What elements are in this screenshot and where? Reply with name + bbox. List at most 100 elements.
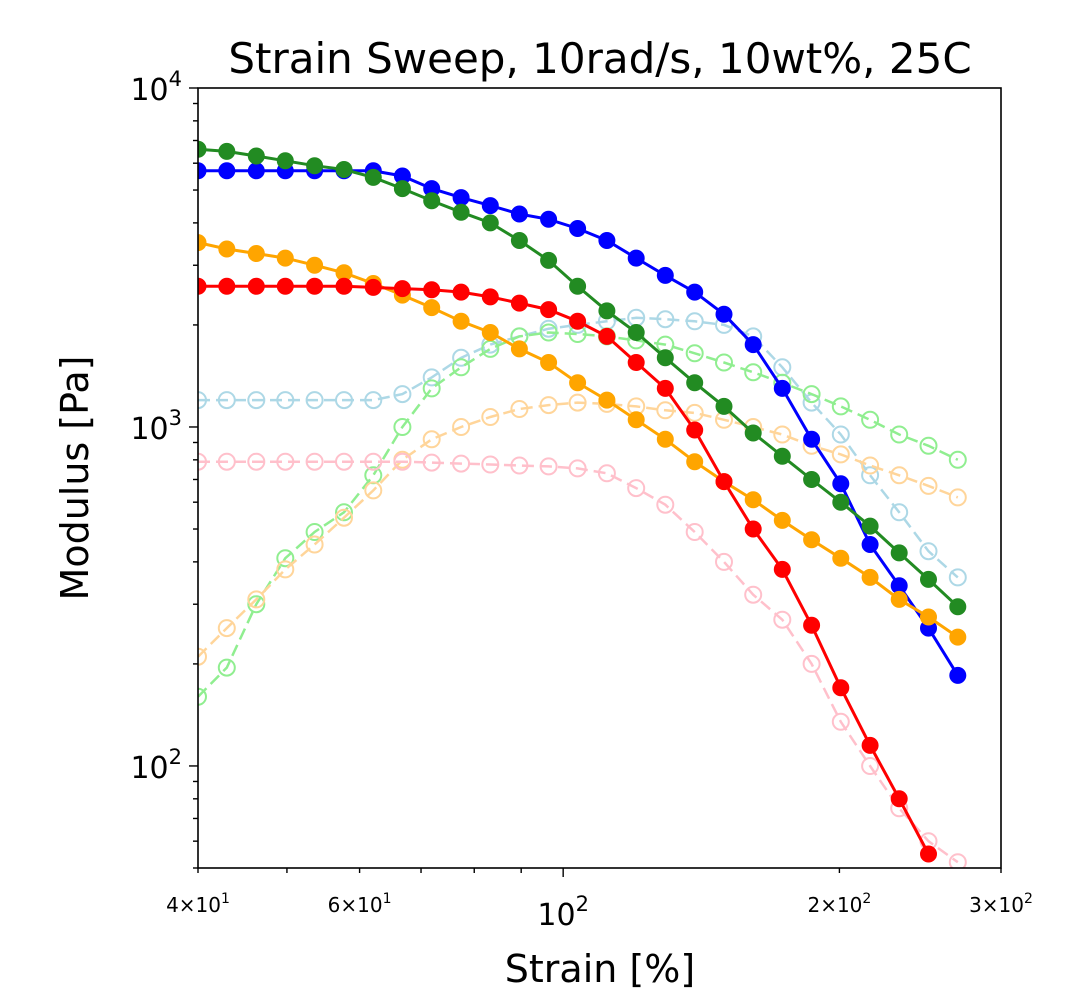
series-6-point xyxy=(276,560,295,579)
series-1-point xyxy=(481,214,499,232)
series-6-point xyxy=(217,619,236,638)
series-5-point xyxy=(715,353,733,372)
series-6-point xyxy=(422,430,441,449)
series-7-point xyxy=(773,610,792,629)
series-2-point xyxy=(569,374,587,392)
series-4-point xyxy=(422,368,441,387)
series-5-point xyxy=(948,450,967,469)
series-2-point xyxy=(949,628,967,646)
series-6-point xyxy=(198,647,207,666)
series-3 xyxy=(198,277,937,863)
ticks-layer: 4×101 6×101 102 2×102 3×102 102 103 104 xyxy=(130,67,1032,933)
series-3-point xyxy=(481,288,499,306)
series-2-point xyxy=(598,391,616,409)
series-6-point xyxy=(305,535,324,554)
series-7-point xyxy=(198,452,207,471)
series-1-point xyxy=(452,203,470,221)
series-7-point xyxy=(744,585,763,604)
series-4-point xyxy=(452,348,471,367)
series-1-point xyxy=(510,232,528,249)
series-2-point xyxy=(656,430,674,448)
series-2-point xyxy=(773,511,791,529)
series-1-point xyxy=(569,277,587,295)
series-2-point xyxy=(452,312,470,330)
series-6-point xyxy=(335,508,353,527)
series-6-point xyxy=(656,401,675,420)
series-2-point xyxy=(247,245,265,262)
series-2-point xyxy=(803,531,821,549)
series-2-point xyxy=(686,453,704,471)
series-1-point xyxy=(540,251,558,269)
series-1-point xyxy=(920,570,937,588)
series-4-point xyxy=(198,391,207,410)
series-4-point xyxy=(656,310,675,329)
chart-title: Strain Sweep, 10rad/s, 10wt%, 25C xyxy=(228,34,971,83)
series-7-point xyxy=(217,452,236,471)
series-7-point xyxy=(715,552,733,571)
series-3-point xyxy=(773,560,791,578)
x-tick-label: 6×101 xyxy=(328,891,392,917)
series-2-point xyxy=(510,340,528,358)
series-5-point xyxy=(305,523,324,541)
series-6-point xyxy=(452,418,471,436)
series-2-point xyxy=(306,256,324,274)
series-1-point xyxy=(803,471,821,488)
x-tick-label: 102 xyxy=(537,892,589,933)
plot-frame xyxy=(197,87,1002,869)
series-2-point xyxy=(890,590,908,608)
series-3-point xyxy=(247,277,265,295)
series-0-point xyxy=(627,249,645,267)
series-0-line xyxy=(198,169,960,677)
series-3-point xyxy=(306,277,324,295)
series-0-point xyxy=(540,210,558,228)
series-layer xyxy=(198,140,967,868)
series-4-point xyxy=(393,385,412,404)
series-6-point xyxy=(568,393,587,412)
series-4-point xyxy=(364,391,383,410)
series-5 xyxy=(198,323,967,706)
series-1-point xyxy=(393,180,411,198)
series-3-point xyxy=(218,277,236,295)
series-5-point xyxy=(802,385,821,404)
series-3-point xyxy=(276,277,294,295)
series-1-point xyxy=(861,517,879,535)
series-5-point xyxy=(335,503,353,522)
series-1 xyxy=(198,140,967,616)
series-0-point xyxy=(803,430,821,448)
series-6-point xyxy=(919,476,938,495)
series-6-point xyxy=(364,481,383,500)
series-7-point xyxy=(364,452,383,471)
series-0-point xyxy=(247,162,265,180)
series-6-point xyxy=(773,425,792,444)
series-3-point xyxy=(803,616,821,634)
series-2-point xyxy=(423,299,441,317)
series-1-point xyxy=(949,598,967,616)
series-1-point xyxy=(715,397,733,415)
y-tick-label: 104 xyxy=(130,67,182,108)
series-1-point xyxy=(598,302,616,320)
series-0-point xyxy=(744,336,762,354)
series-5-point xyxy=(539,323,558,342)
series-7-point xyxy=(948,853,967,868)
series-7-point xyxy=(627,479,646,498)
series-5-point xyxy=(919,436,938,455)
y-tick-label: 103 xyxy=(130,406,182,447)
y-tick-label: 102 xyxy=(130,745,182,786)
x-tick-label: 3×102 xyxy=(969,891,1033,917)
series-4-point xyxy=(305,391,324,410)
series-7-point xyxy=(247,452,266,471)
series-3-point xyxy=(335,277,353,295)
series-0-point xyxy=(569,220,587,237)
series-1-point xyxy=(656,349,674,367)
series-5-point xyxy=(393,418,412,436)
series-0-point xyxy=(510,205,528,223)
series-7-point xyxy=(305,452,324,471)
series-3-point xyxy=(920,845,937,863)
series-0-point xyxy=(773,379,791,397)
series-7-point xyxy=(422,453,441,472)
series-7 xyxy=(198,452,967,868)
series-1-point xyxy=(773,447,791,465)
series-6-point xyxy=(861,456,880,475)
series-3-point xyxy=(364,278,382,296)
